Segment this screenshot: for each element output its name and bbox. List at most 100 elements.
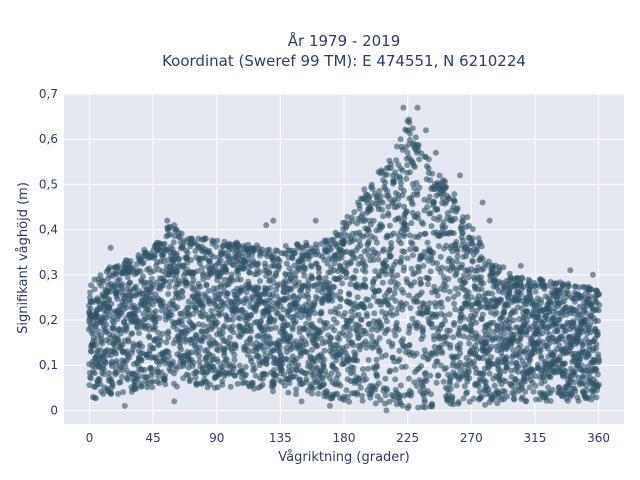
scatter-point [176,256,183,262]
x-axis-title: Vågriktning (grader) [278,450,409,465]
scatter-point [151,252,158,259]
scatter-point [457,350,464,357]
scatter-point [390,230,397,237]
scatter-point [422,404,429,411]
scatter-point [470,395,477,402]
scatter-point [383,318,390,325]
scatter-point [420,221,427,227]
scatter-point [124,376,131,383]
scatter-point [518,291,525,297]
scatter-point [207,381,214,388]
scatter-point [414,189,421,196]
scatter-point [197,283,204,290]
scatter-point [196,344,203,351]
scatter-point [133,375,140,382]
scatter-point [270,217,277,224]
scatter-point [198,328,205,335]
scatter-point [200,276,207,283]
scatter-point [367,302,374,309]
scatter-point [313,244,320,251]
scatter-point [379,206,386,213]
scatter-point [301,264,308,271]
scatter-point [595,354,602,361]
scatter-point [366,193,373,200]
scatter-point [391,290,398,296]
scatter-point [407,246,414,253]
scatter-point [571,379,578,386]
scatter-point [361,186,368,193]
scatter-point [326,402,333,409]
scatter-point [199,264,205,271]
scatter-point [420,384,427,391]
scatter-point [401,215,408,221]
scatter-point [465,274,472,281]
scatter-point [424,281,431,288]
scatter-point [164,217,171,224]
scatter-point [112,365,119,372]
y-tick-label: 0,7 [39,87,58,101]
scatter-point [261,347,268,354]
y-tick-label: 0 [50,403,58,417]
scatter-point [473,319,480,326]
scatter-point [411,164,418,170]
scatter-point [352,255,359,262]
scatter-point [354,294,361,301]
scatter-point [208,326,215,333]
scatter-point [330,283,336,290]
scatter-point [125,336,132,343]
scatter-point [112,290,119,297]
scatter-point [259,381,266,388]
scatter-point [510,395,517,402]
scatter-point [356,376,362,383]
scatter-point [395,195,402,202]
scatter-point [107,244,114,251]
scatter-point [453,382,460,389]
scatter-point [413,383,420,389]
scatter-point [123,304,130,311]
scatter-point [292,318,299,325]
scatter-point [230,329,237,336]
scatter-point [117,379,124,385]
scatter-point [126,354,133,361]
scatter-point [455,399,462,405]
scatter-point [454,248,461,255]
scatter-point [291,272,298,279]
scatter-point [255,284,262,291]
scatter-point [361,218,368,225]
scatter-point [343,270,350,277]
scatter-point [469,257,476,264]
scatter-point [406,322,413,329]
scatter-point [95,297,102,304]
scatter-point [182,338,189,345]
scatter-point [287,334,294,341]
x-tick-label: 90 [209,431,224,445]
scatter-point [170,239,177,246]
scatter-point [595,317,601,324]
scatter-point [226,334,233,341]
scatter-point [471,358,478,365]
scatter-point [496,371,503,378]
scatter-point [91,370,98,377]
scatter-point [159,330,166,337]
scatter-point [295,362,302,368]
x-tick-label: 45 [145,431,160,445]
scatter-point [480,370,487,377]
scatter-point [493,309,500,316]
scatter-point [144,384,151,391]
scatter-point [557,289,564,296]
scatter-point [486,217,493,224]
scatter-point [420,333,427,339]
scatter-point [178,346,184,353]
scatter-point [329,297,336,304]
scatter-point [315,265,322,272]
scatter-point [478,243,485,250]
scatter-point [451,321,457,328]
scatter-point [382,352,389,359]
scatter-point [485,365,491,371]
scatter-point [519,276,526,282]
scatter-point [343,387,350,394]
scatter-point [174,304,181,311]
scatter-point [512,376,519,383]
scatter-point [215,358,221,365]
scatter-point [486,326,493,333]
